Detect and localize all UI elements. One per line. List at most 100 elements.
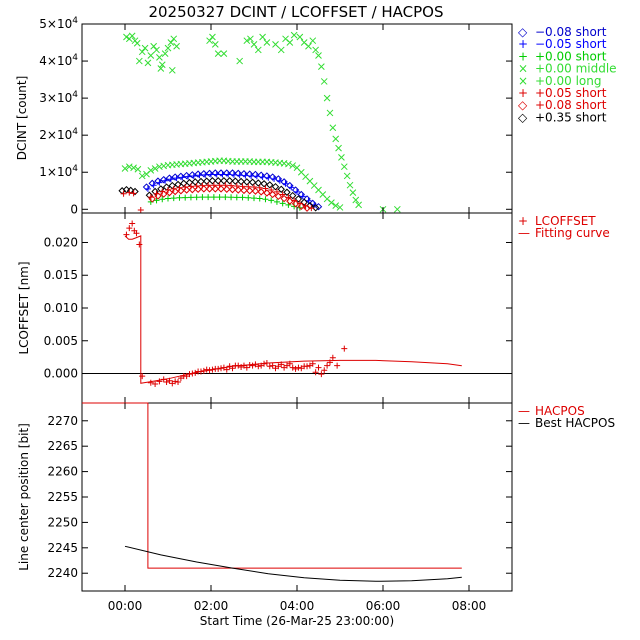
dcint-point [355,201,362,209]
dcint-point [167,176,174,183]
dcint-point [158,61,166,69]
dcint-point [242,172,249,179]
dcint-point [228,185,237,194]
lcoffset-point [243,364,250,371]
dcint-point [156,179,163,186]
dcint-point [259,33,266,41]
dcint-point [188,171,197,179]
dcint-point [217,185,225,193]
lcoffset-point [156,378,163,385]
dcint-point [233,194,240,201]
panel-dcint: 0 1×104 2×104 3×104 4×104 5×104 DCINT [count]… [15,16,617,216]
dcint-point [150,42,158,50]
dcint-point [153,46,160,54]
dcint-point [171,173,179,181]
legend-symbol: × [518,62,528,76]
dcint-point [254,46,262,54]
dcint-y-ticks: 0 1×104 2×104 3×104 4×104 5×104 [39,16,512,216]
dcint-point [138,48,146,56]
dcint-point [174,180,182,189]
legend-symbol: + [518,214,528,228]
dcint-point [219,171,226,178]
dcint-point [138,172,146,180]
dcint-point [217,169,225,177]
dcint-point [130,164,137,172]
dcint-point [130,190,137,197]
dcint-point [286,197,294,205]
dcint-point [161,50,169,58]
lcoffset-point [321,367,328,374]
dcint-point [320,78,328,85]
lcoffset-y-ticks: 0.000 0.005 0.010 0.015 0.020 [44,213,512,403]
dcint-point [190,172,197,179]
dcint-point [167,39,175,46]
hacpos-line [82,402,462,569]
dcint-point [142,183,151,191]
legend-entry: +0.00 short [535,49,607,63]
dcint-point [193,194,200,201]
legend-symbol: — [518,226,530,240]
dcint-point [332,202,340,209]
dcint-point [297,190,306,199]
hacpos-y-ticks: 2240 2245 2250 2255 2260 2265 2270 [47,403,512,591]
lcoffset-point [129,220,136,227]
x-tick-label: 02:00 [194,599,229,613]
dcint-point [248,172,255,179]
lcoffset-plot-frame [81,212,513,404]
y-tick-label: 2255 [47,490,78,504]
dcint-point [170,195,177,202]
x-tick-label: 08:00 [452,599,487,613]
dcint-point [291,186,300,194]
dcint-point [271,175,278,182]
legend-symbol: ◇ [518,25,528,39]
dcint-point [265,174,272,181]
dcint-point [245,170,254,178]
dcint-point [340,163,348,171]
dcint-point [120,190,127,197]
dcint-point [121,165,129,172]
legend-symbol: + [518,49,528,63]
dcint-point [162,177,169,184]
legend-entry: +0.00 middle [535,62,617,76]
dcint-point [165,195,171,202]
dcint-point [336,204,344,211]
dcint-point [271,182,280,191]
dcint-point [185,178,194,187]
dcint-point [182,194,189,201]
lcoffset-point [312,369,319,376]
dcint-point [300,198,308,206]
dcint-point [205,194,212,201]
hacpos-legend: — HACPOS — Best HACPOS [518,404,615,430]
dcint-point [159,196,166,203]
dcint-point [179,174,186,181]
dcint-point [272,41,279,48]
dcint-point [222,194,229,201]
dcint-point [274,192,283,201]
dcint-point [147,52,155,59]
dcint-point [236,57,244,65]
dcint-point [205,185,214,193]
dcint-point [168,66,176,74]
hacpos-plot-frame [81,402,513,592]
legend-entry: LCOFFSET [535,214,596,228]
dcint-point [236,172,243,179]
legend-symbol: × [518,74,528,88]
dcint-point [194,170,202,178]
dcint-point [135,57,143,65]
lcoffset-point [324,362,331,369]
legend-entry: −0.05 short [535,37,607,51]
legend-entry: Best HACPOS [535,416,615,430]
dcint-point [234,186,242,194]
dcint-point [144,185,151,192]
legend-entry: −0.08 short [535,25,607,39]
y-tick-label: 3×104 [39,90,78,105]
x-tick-label: 00:00 [108,599,143,613]
dcint-point [223,185,231,193]
dcint-point [128,32,136,40]
dcint-point [288,184,295,191]
dcint-point [247,35,254,43]
lcoffset-point [175,379,182,386]
dcint-point [176,194,183,201]
legend-entry: Fitting curve [535,226,610,240]
lcoffset-point [163,379,170,386]
